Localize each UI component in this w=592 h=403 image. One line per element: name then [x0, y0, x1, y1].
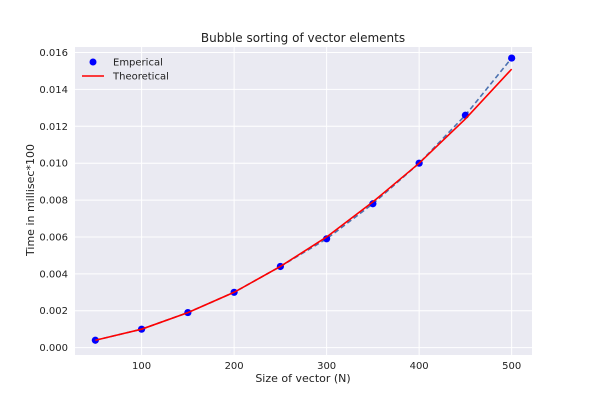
- legend: Emperical Theoretical: [82, 58, 169, 83]
- y-tick-label: 0.004: [39, 269, 68, 280]
- chart-title: Bubble sorting of vector elements: [201, 31, 405, 45]
- y-tick-label: 0.010: [39, 159, 68, 170]
- series-layer: [91, 54, 516, 344]
- legend-marker-emperical: [89, 58, 97, 66]
- y-axis-label: Time in millisec*100: [24, 144, 37, 257]
- y-axis-ticks: 0.000 0.002 0.004 0.006 0.008 0.010 0.012 0.014…: [39, 48, 68, 354]
- x-tick-label: 200: [225, 361, 244, 372]
- legend-label-theoretical: Theoretical: [112, 72, 169, 83]
- grid-lines: [75, 47, 532, 355]
- y-tick-label: 0.014: [39, 85, 68, 96]
- y-tick-label: 0.008: [39, 196, 68, 207]
- y-tick-label: 0.002: [39, 306, 68, 317]
- y-tick-label: 0.012: [39, 122, 68, 133]
- legend-label-emperical: Emperical: [113, 58, 163, 69]
- x-axis-label: Size of vector (N): [255, 372, 350, 385]
- x-tick-label: 500: [502, 361, 521, 372]
- theoretical-line: [95, 68, 513, 342]
- emperical-point: [508, 54, 516, 62]
- x-tick-label: 400: [410, 361, 429, 372]
- x-axis-ticks: 100 200 300 400 500: [132, 361, 521, 372]
- y-tick-label: 0.016: [39, 48, 68, 59]
- x-tick-label: 100: [132, 361, 151, 372]
- y-tick-label: 0.006: [39, 232, 68, 243]
- emperical-point: [323, 235, 331, 243]
- y-tick-label: 0.000: [39, 343, 68, 354]
- emperical-point: [369, 200, 377, 208]
- plot-area: [75, 47, 532, 355]
- x-tick-label: 300: [317, 361, 336, 372]
